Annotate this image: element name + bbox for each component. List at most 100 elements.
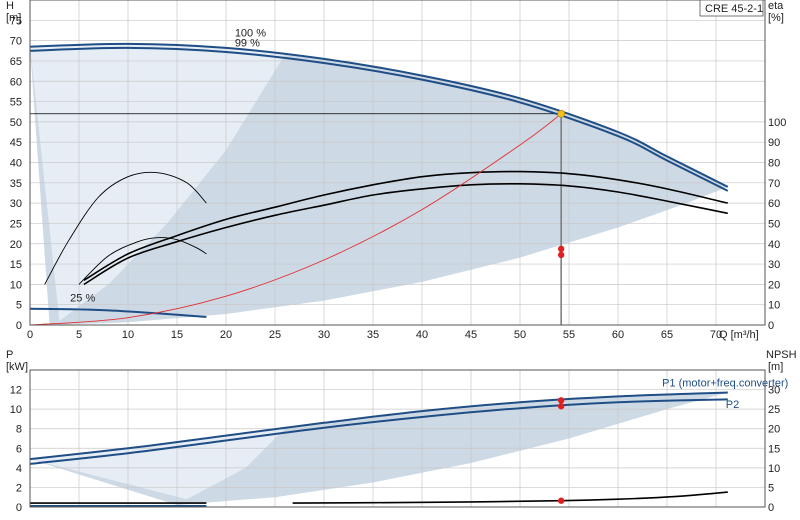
power-y-axis-unit: [kW] [6,361,28,373]
qh-x-tick-label: 10 [122,329,134,341]
power-y-tick-label: 0 [16,502,22,514]
power-plot-frame [29,369,766,508]
qh-x-tick-label: 5 [76,329,82,341]
eta-tick-label: 70 [768,178,780,190]
system-curve [29,113,562,326]
power-y-tick-label: 12 [10,385,22,397]
eta-curve [83,170,728,281]
npsh-tick-label: 30 [768,385,780,397]
eta-tick-label: 0 [768,320,774,332]
qh-y-tick-label: 35 [10,178,22,190]
power-marker [557,403,565,410]
npsh-tick-label: 15 [768,443,780,455]
speed-label: 25 % [70,292,95,304]
speed-label: 99 % [235,38,260,50]
power-curve [29,398,728,465]
npsh-tick-label: 20 [768,424,780,436]
power-ticks: 0 2 4 6 8 10 12 0 5 10 15 20 25 30 [10,385,781,514]
eta-tick-label: 90 [768,137,780,149]
eta-tick-label: 20 [768,279,780,291]
qh-x-tick-label: 45 [465,329,477,341]
head-curve [29,307,207,318]
qh-x-tick-label: 40 [416,329,428,341]
duty-point [557,109,566,118]
qh-y-tick-label: 45 [10,137,22,149]
eta-tick-label: 100 [768,117,786,129]
qh-y-tick-label: 50 [10,117,22,129]
qh-x-tick-label: 65 [661,329,673,341]
qh-y-tick-label: 5 [16,300,22,312]
qh-y-tick-label: 20 [10,239,22,251]
qh-x-tick-label: 70 [710,329,722,341]
qh-y-tick-label: 65 [10,56,22,68]
qh-y-tick-label: 40 [10,158,22,170]
qh-x-tick-label: 25 [269,329,281,341]
power-curve-label: P2 [726,399,739,411]
head-curve [29,46,729,192]
speed-label: 100 % [235,28,266,40]
power-y-tick-label: 4 [16,463,22,475]
power-curve [29,391,728,461]
npsh-axis-unit: [m] [768,361,783,373]
npsh-curve [292,491,728,504]
power-y-tick-label: 10 [10,404,22,416]
eta-tick-label: 50 [768,218,780,230]
qh-y-tick-label: 25 [10,218,22,230]
power-y-tick-label: 8 [16,424,22,436]
qh-x-tick-label: 20 [220,329,232,341]
eta-curve [83,182,728,286]
eta-axis-title: eta [768,0,784,12]
qh-chart-panel: 100 %99 %25 % 0 5 10 15 20 25 30 35 40 45 50 55 60 65… [6,0,786,341]
qh-x-tick-label: 55 [563,329,575,341]
power-curve-label: P1 (motor+freq.converter) [662,378,788,390]
qh-region-reduced-speed [30,43,285,321]
qh-x-tick-label: 35 [367,329,379,341]
eta-tick-label: 80 [768,158,780,170]
npsh-tick-label: 5 [768,482,774,494]
title-box [699,0,764,17]
qh-x-axis-label: Q [m³/h] [719,329,759,341]
eta-tick-label: 10 [768,300,780,312]
qh-x-tick-label: 60 [612,329,624,341]
chart-title: CRE 45-2-1 [705,3,763,15]
power-operating-regions [30,392,728,505]
power-y-tick-label: 2 [16,482,22,494]
eta-tick-label: 60 [768,198,780,210]
qh-y-tick-label: 10 [10,279,22,291]
npsh-marker [557,497,565,504]
qh-y-tick-label: 70 [10,36,22,48]
qh-plot-frame [29,0,766,326]
qh-x-tick-label: 15 [171,329,183,341]
eta-tick-label: 40 [768,239,780,251]
eta-tick-label: 30 [768,259,780,271]
npsh-tick-label: 25 [768,404,780,416]
qh-y-tick-label: 0 [16,320,22,332]
npsh-tick-label: 10 [768,463,780,475]
qh-x-tick-label: 50 [514,329,526,341]
eta-axis-unit: [%] [768,12,784,24]
qh-series: 100 %99 % 25 % [29,28,729,326]
qh-y-tick-label: 75 [10,15,22,27]
power-chart-panel: P1 (motor+freq.converter) P2 0 2 4 6 8 10 12 0 5 1… [6,349,797,514]
eta-marker [557,251,565,259]
eta-marker [557,245,565,253]
power-region-reduced-speed [30,428,285,500]
qh-y-axis-title: H [6,0,14,12]
qh-y-tick-label: 55 [10,97,22,109]
eta-curve [78,237,207,285]
power-marker [557,397,565,404]
head-curve [29,42,729,188]
qh-y-tick-label: 15 [10,259,22,271]
qh-y-tick-label: 30 [10,198,22,210]
power-y-axis-title: P [6,349,13,361]
power-y-tick-label: 6 [16,443,22,455]
qh-x-tick-label: 0 [27,329,33,341]
qh-y-axis-unit: [m] [6,12,21,24]
qh-y-tick-label: 60 [10,76,22,88]
qh-x-tick-label: 30 [318,329,330,341]
npsh-tick-label: 0 [768,502,774,514]
qh-ticks: 0 5 10 15 20 25 30 35 40 45 50 55 60 65 70 0 5 10 15 20 25 30… [10,15,787,341]
power-series: P1 (motor+freq.converter) P2 [29,378,788,508]
eta-curve [44,171,207,285]
